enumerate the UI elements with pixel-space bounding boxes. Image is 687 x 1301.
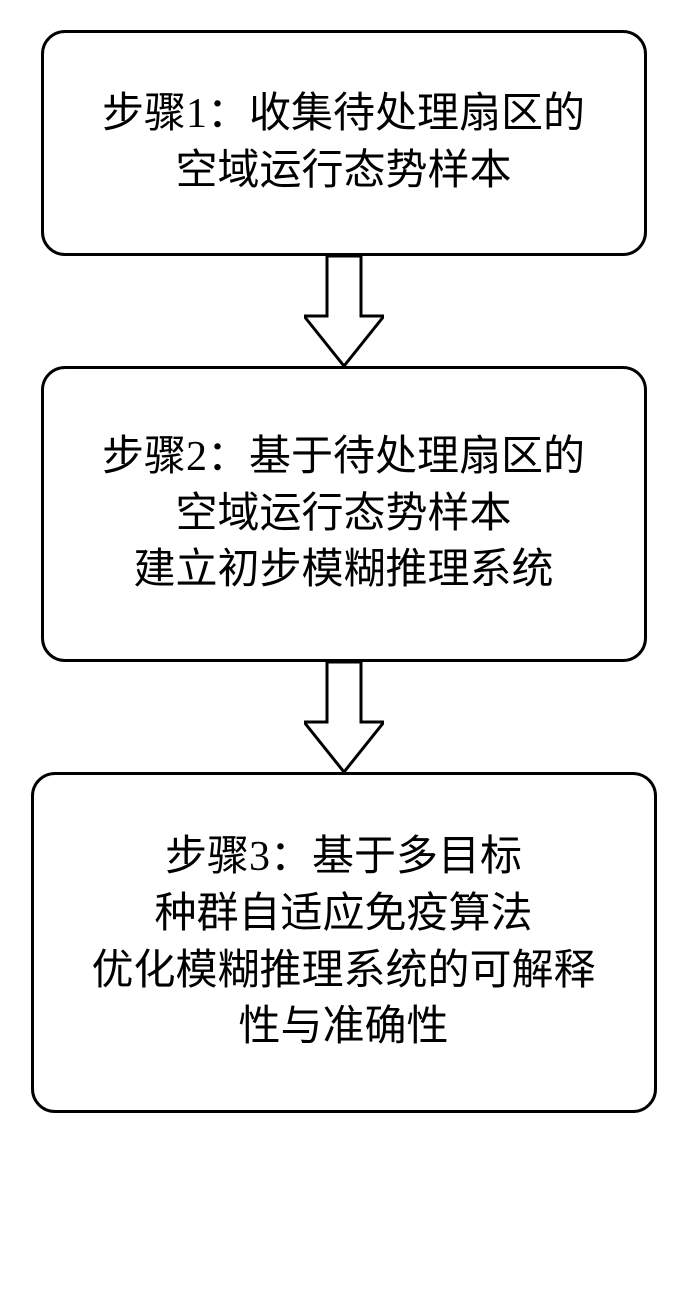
- node-text-line: 种群自适应免疫算法: [154, 886, 532, 943]
- node-text-line: 性与准确性: [238, 999, 448, 1056]
- node-text-line: 空域运行态势样本: [175, 143, 511, 200]
- node-text-line: 步骤2：基于待处理扇区的: [102, 429, 585, 486]
- flowchart-arrow-2: [304, 662, 384, 772]
- flowchart-node-step1: 步骤1：收集待处理扇区的 空域运行态势样本: [41, 30, 647, 256]
- node-text-line: 优化模糊推理系统的可解释: [91, 943, 595, 1000]
- flowchart-node-step3: 步骤3：基于多目标 种群自适应免疫算法 优化模糊推理系统的可解释 性与准确性: [31, 772, 657, 1113]
- flowchart-node-step2: 步骤2：基于待处理扇区的 空域运行态势样本 建立初步模糊推理系统: [41, 366, 647, 662]
- node-text-line: 步骤1：收集待处理扇区的: [102, 86, 585, 143]
- node-text-line: 步骤3：基于多目标: [165, 829, 522, 886]
- node-text-line: 空域运行态势样本: [175, 486, 511, 543]
- flowchart-container: 步骤1：收集待处理扇区的 空域运行态势样本 步骤2：基于待处理扇区的 空域运行态…: [0, 0, 687, 1301]
- flowchart-arrow-1: [304, 256, 384, 366]
- node-text-line: 建立初步模糊推理系统: [133, 542, 553, 599]
